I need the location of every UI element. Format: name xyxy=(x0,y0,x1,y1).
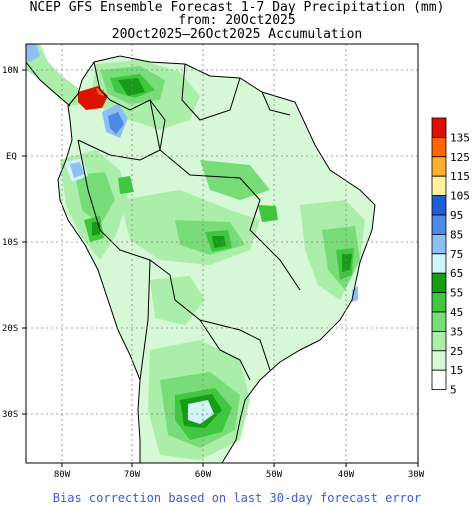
legend-swatch xyxy=(431,175,447,196)
legend-swatch xyxy=(431,311,447,332)
central-america-fill xyxy=(26,44,82,106)
axis-ticks xyxy=(22,69,419,467)
lat-label-10n: 10N xyxy=(2,66,18,76)
legend-swatch xyxy=(431,350,447,371)
lon-label-80w: 80W xyxy=(54,470,71,480)
lon-label-40w: 40W xyxy=(338,470,355,480)
legend-swatch xyxy=(431,214,447,235)
legend-label: 105 xyxy=(450,190,470,203)
precipitation-legend: 135 125 115 105 95 85 75 65 55 45 35 25 15 5 xyxy=(431,117,470,397)
legend-label: 95 xyxy=(450,209,463,222)
legend-swatch xyxy=(431,136,447,158)
legend-swatch xyxy=(431,117,447,138)
lon-label-50w: 50W xyxy=(266,470,283,480)
map-frame xyxy=(25,43,419,464)
accumulation-period: 20Oct2025–26Oct2025 Accumulation xyxy=(111,27,363,42)
legend-label: 125 xyxy=(450,151,470,164)
legend-swatch xyxy=(431,369,447,391)
legend-swatch xyxy=(431,233,447,255)
legend-label: 65 xyxy=(450,267,463,280)
legend-label: 35 xyxy=(450,325,463,338)
legend-label: 75 xyxy=(450,248,463,261)
bias-correction-note: Bias correction based on last 30-day for… xyxy=(52,491,422,505)
lat-label-eq: EQ xyxy=(6,152,17,162)
country-boundaries xyxy=(26,55,376,463)
legend-label: 115 xyxy=(450,170,470,183)
legend-label: 55 xyxy=(450,287,463,300)
map-content xyxy=(26,44,376,463)
legend-label: 135 xyxy=(450,131,470,144)
legend-label: 25 xyxy=(450,345,463,358)
precip-75-85 xyxy=(108,112,124,134)
lon-label-70w: 70W xyxy=(124,470,141,480)
forecast-start: from: 20Oct2025 xyxy=(178,13,296,28)
legend-label: 85 xyxy=(450,228,463,241)
legend-swatch xyxy=(431,195,447,216)
legend-label: 15 xyxy=(450,364,463,377)
lat-label-30s: 30S xyxy=(2,410,18,420)
precip-heavy xyxy=(78,86,108,110)
precip-65-75 xyxy=(26,44,358,302)
legend-swatch xyxy=(431,272,447,294)
legend-swatch xyxy=(431,156,447,177)
legend-label: 5 xyxy=(450,384,457,397)
graticule xyxy=(26,44,418,463)
lat-label-10s: 10S xyxy=(2,238,18,248)
legend-swatch xyxy=(431,330,447,352)
lon-label-30w: 30W xyxy=(408,470,425,480)
lon-label-60w: 60W xyxy=(195,470,212,480)
map-title: NCEP GFS Ensemble Forecast 1-7 Day Preci… xyxy=(29,0,445,15)
lat-label-20s: 20S xyxy=(2,324,18,334)
legend-label: 45 xyxy=(450,306,463,319)
legend-swatch xyxy=(431,292,447,313)
legend-swatch xyxy=(431,253,447,274)
